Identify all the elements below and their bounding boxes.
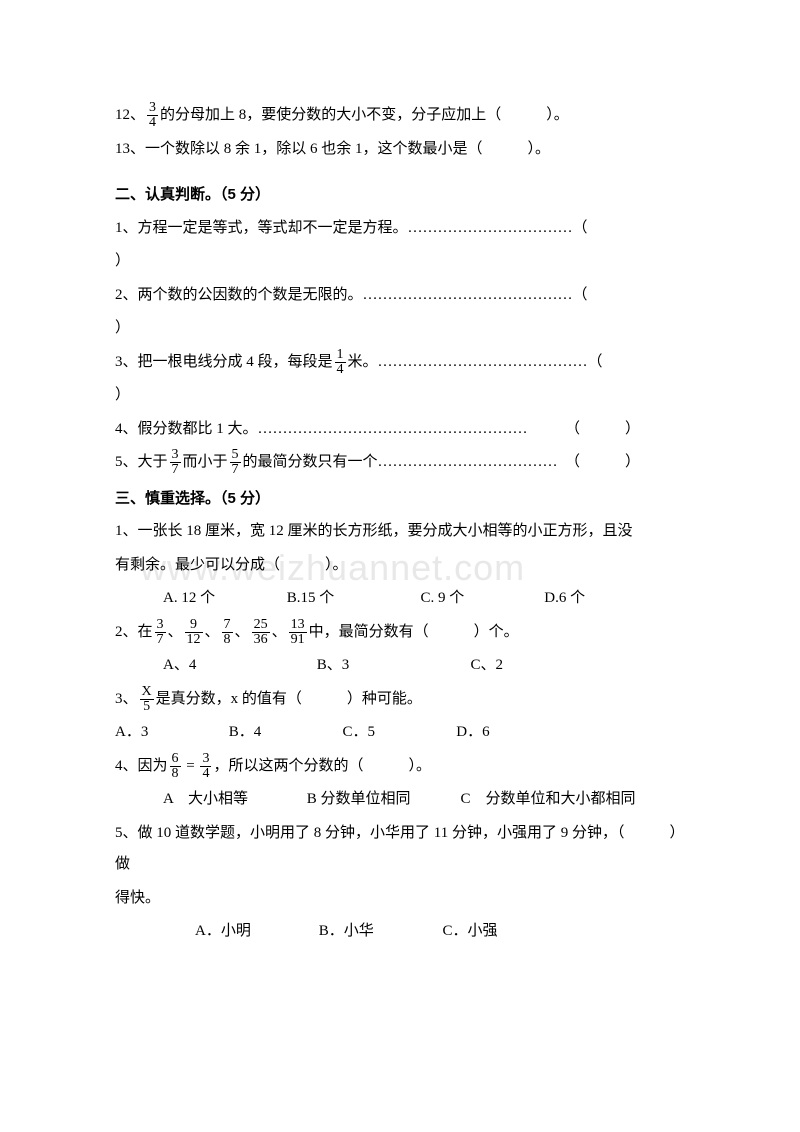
opt-b: B．小华 (319, 916, 439, 948)
opt-b: B．4 (229, 717, 339, 749)
choice-1-options: A. 12 个 B.15 个 C. 9 个 D.6 个 (115, 583, 685, 615)
fraction-3-4: 34 (147, 101, 158, 130)
j5-suffix: 的最简分数只有一个……………………………… （ ） (243, 454, 641, 470)
opt-a: A．3 (115, 717, 225, 749)
opt-a: A 大小相等 (163, 784, 303, 816)
fraction-13-91: 1391 (289, 618, 307, 647)
opt-a: A. 12 个 (163, 583, 283, 615)
opt-c: C．小强 (443, 916, 498, 948)
j5-prefix: 5、大于 (115, 454, 168, 470)
choice-5a: 5、做 10 道数学题，小明用了 8 分钟，小华用了 11 分钟，小强用了 9 … (115, 818, 685, 881)
fraction-9-12: 912 (185, 618, 203, 647)
opt-d: D．6 (456, 717, 489, 749)
choice-4: 4、因为68 = 34，所以这两个分数的（ ）。 (115, 751, 685, 783)
choice-2: 2、在37、912、78、2536、1391中，最简分数有（ ）个。 (115, 617, 685, 649)
judge-5: 5、大于37而小于57的最简分数只有一个……………………………… （ ） (115, 447, 685, 479)
c3-prefix: 3、 (115, 691, 138, 707)
c4-suffix: ，所以这两个分数的（ ）。 (213, 758, 431, 774)
judge-4: 4、假分数都比 1 大。……………………………………………… （ ） (115, 414, 685, 446)
sep3: 、 (235, 624, 250, 640)
question-12: 12、34的分母加上 8，要使分数的大小不变，分子应加上（ ）。 (115, 100, 685, 132)
opt-a: A．小明 (195, 916, 315, 948)
q12-text: 的分母加上 8，要使分数的大小不变，分子应加上（ ）。 (160, 107, 569, 123)
judge-1: 1、方程一定是等式，等式却不一定是方程。……………………………（ (115, 213, 685, 245)
fraction-x-5: X5 (140, 685, 154, 714)
fraction-1-4: 14 (335, 348, 346, 377)
fraction-5-7: 57 (230, 448, 241, 477)
choice-1a: 1、一张长 18 厘米，宽 12 厘米的长方形纸，要分成大小相等的小正方形，且没 (115, 516, 685, 548)
fraction-3-4b: 34 (200, 752, 211, 781)
opt-c: C. 9 个 (421, 583, 541, 615)
c2-prefix: 2、在 (115, 624, 153, 640)
opt-c: C．5 (343, 717, 453, 749)
opt-a: A、4 (163, 650, 313, 682)
sep4: 、 (272, 624, 287, 640)
judge-3-close: ） (115, 380, 685, 412)
opt-b: B 分数单位相同 (307, 784, 457, 816)
choice-5b: 得快。 (115, 883, 685, 915)
opt-c: C、2 (471, 650, 504, 682)
opt-b: B、3 (317, 650, 467, 682)
judge-3: 3、把一根电线分成 4 段，每段是14米。……………………………………（ (115, 347, 685, 379)
choice-2-options: A、4 B、3 C、2 (115, 650, 685, 682)
judge-1-close: ） (115, 246, 685, 278)
choice-3-options: A．3 B．4 C．5 D．6 (115, 717, 685, 749)
section-2-title: 二、认真判断。（5 分） (115, 179, 685, 211)
sep1: 、 (168, 624, 183, 640)
opt-d: D.6 个 (544, 583, 585, 615)
question-13: 13、一个数除以 8 余 1，除以 6 也余 1，这个数最小是（ ）。 (115, 134, 685, 166)
fraction-3-7b: 37 (155, 618, 166, 647)
judge-2-close: ） (115, 313, 685, 345)
choice-1b: 有剩余。最少可以分成（ ）。 (115, 550, 685, 582)
fraction-6-8: 68 (170, 752, 181, 781)
fraction-7-8: 78 (222, 618, 233, 647)
c2-suffix: 中，最简分数有（ ）个。 (309, 624, 519, 640)
sep2: 、 (205, 624, 220, 640)
c3-suffix: 是真分数，x 的值有（ ）种可能。 (156, 691, 422, 707)
fraction-25-36: 2536 (252, 618, 270, 647)
fraction-3-7: 37 (170, 448, 181, 477)
choice-5-options: A．小明 B．小华 C．小强 (115, 916, 685, 948)
section-3-title: 三、慎重选择。（5 分） (115, 483, 685, 515)
document-body: 12、34的分母加上 8，要使分数的大小不变，分子应加上（ ）。 13、一个数除… (115, 100, 685, 948)
choice-4-options: A 大小相等 B 分数单位相同 C 分数单位和大小都相同 (115, 784, 685, 816)
choice-3: 3、X5是真分数，x 的值有（ ）种可能。 (115, 684, 685, 716)
opt-b: B.15 个 (287, 583, 417, 615)
judge-2: 2、两个数的公因数的个数是无限的。……………………………………（ (115, 280, 685, 312)
opt-c: C 分数单位和大小都相同 (461, 784, 636, 816)
eq-sign: = (183, 758, 199, 774)
j3-suffix: 米。……………………………………（ (348, 354, 603, 370)
j5-mid: 而小于 (183, 454, 228, 470)
c4-prefix: 4、因为 (115, 758, 168, 774)
j3-prefix: 3、把一根电线分成 4 段，每段是 (115, 354, 333, 370)
q12-prefix: 12、 (115, 107, 145, 123)
